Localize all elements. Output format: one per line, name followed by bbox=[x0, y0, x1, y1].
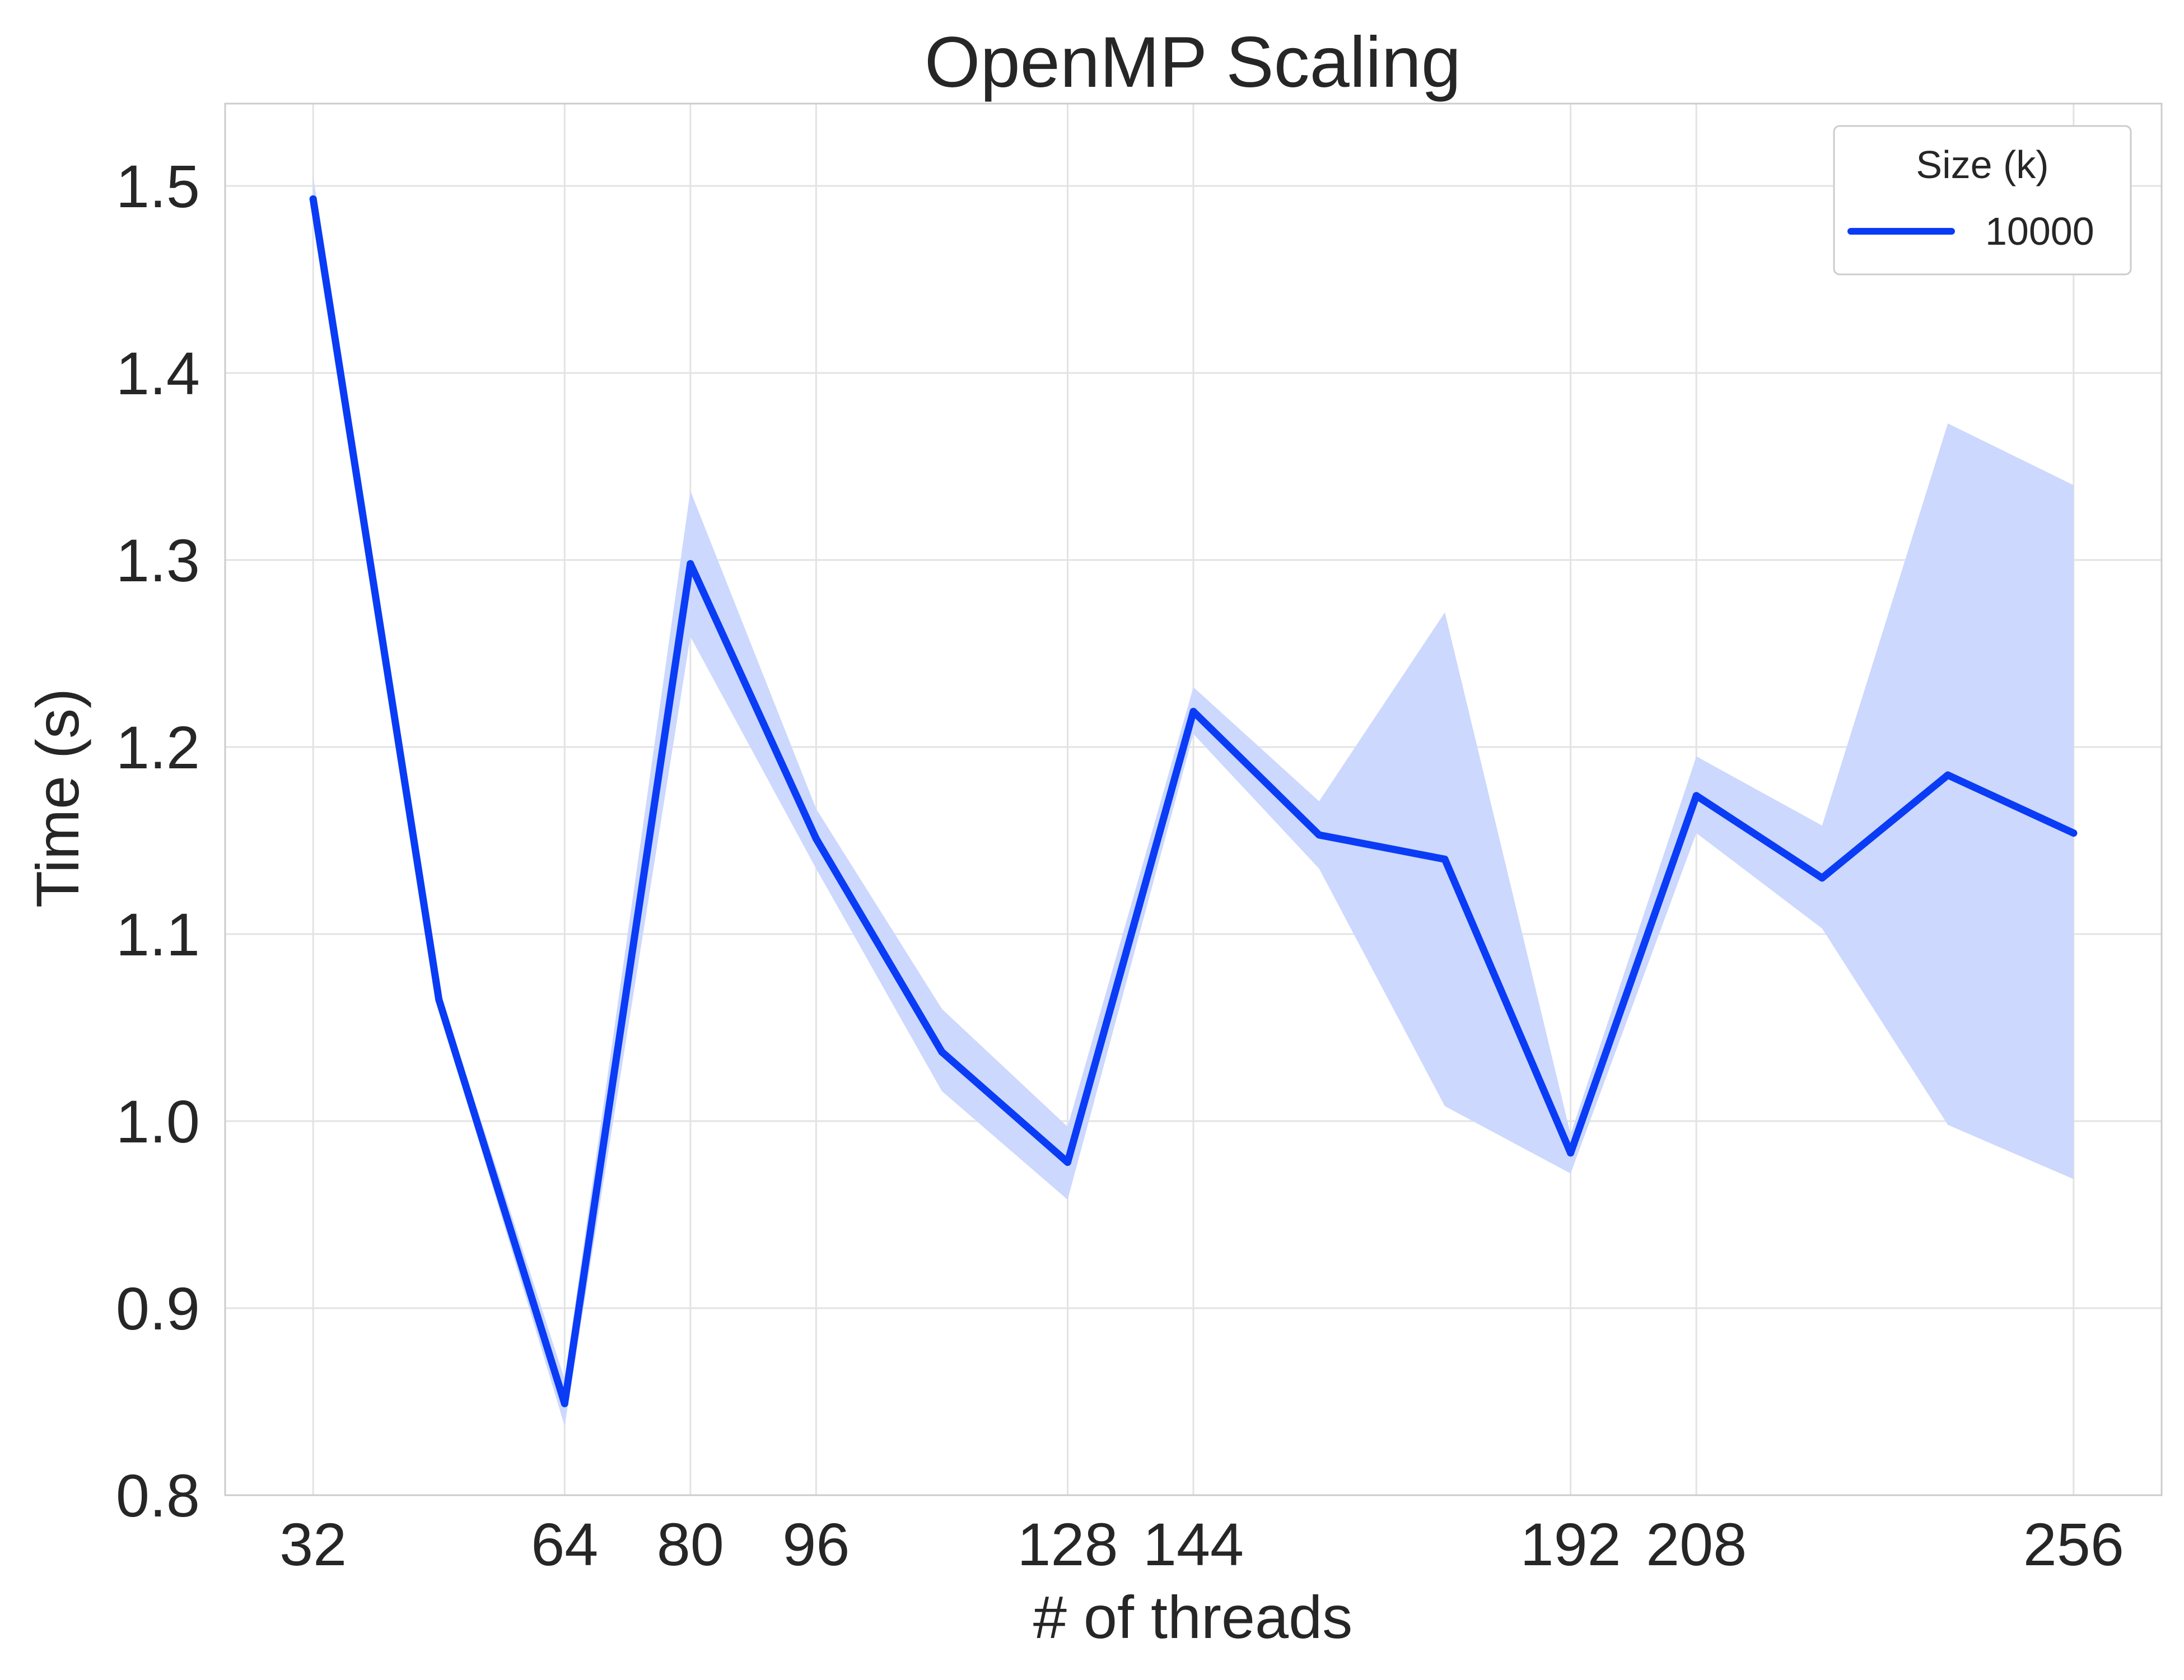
y-axis-label: Time (s) bbox=[24, 688, 91, 908]
data-point bbox=[1189, 708, 1197, 716]
data-point bbox=[309, 195, 317, 203]
x-tick-label: 32 bbox=[279, 1510, 347, 1578]
x-tick-label: 256 bbox=[2023, 1510, 2124, 1578]
y-tick-labels: 0.8 0.9 1.0 1.1 1.2 1.3 1.4 1.5 bbox=[116, 152, 200, 1529]
x-tick-label: 208 bbox=[1646, 1510, 1747, 1578]
x-tick-label: 128 bbox=[1017, 1510, 1118, 1578]
legend: Size (k) 10000 bbox=[1833, 125, 2132, 276]
confidence-band bbox=[313, 176, 2074, 1426]
data-point bbox=[812, 835, 820, 843]
y-tick-label: 1.5 bbox=[116, 152, 200, 220]
data-point bbox=[1315, 831, 1323, 839]
plot-frame bbox=[224, 102, 2163, 1496]
y-tick-label: 1.3 bbox=[116, 526, 200, 594]
chart-title: OpenMP Scaling bbox=[925, 22, 1461, 102]
x-tick-label: 80 bbox=[657, 1510, 724, 1578]
confidence-bands bbox=[313, 176, 2074, 1426]
data-point bbox=[2070, 829, 2078, 837]
y-tick-label: 1.0 bbox=[116, 1088, 200, 1155]
y-tick-label: 1.2 bbox=[116, 713, 200, 781]
series-points bbox=[309, 195, 2078, 1407]
data-point bbox=[1063, 1158, 1071, 1166]
data-point bbox=[1818, 874, 1826, 882]
x-tick-label: 96 bbox=[782, 1510, 850, 1578]
y-tick-label: 1.4 bbox=[116, 339, 200, 407]
data-point bbox=[938, 1048, 946, 1056]
data-point bbox=[1692, 792, 1700, 800]
data-point bbox=[1944, 771, 1952, 779]
legend-entry-label: 10000 bbox=[1985, 209, 2094, 253]
x-tick-label: 192 bbox=[1520, 1510, 1621, 1578]
data-point bbox=[1441, 855, 1449, 863]
y-tick-label: 0.9 bbox=[116, 1275, 200, 1342]
x-tick-label: 144 bbox=[1143, 1510, 1244, 1578]
data-point bbox=[687, 560, 694, 568]
data-point bbox=[561, 1399, 568, 1407]
y-tick-label: 0.8 bbox=[116, 1462, 200, 1529]
legend-title: Size (k) bbox=[1916, 143, 2048, 186]
y-tick-label: 1.1 bbox=[116, 900, 200, 968]
x-tick-labels: 32 64 80 96 128 144 192 208 256 bbox=[279, 1510, 2124, 1578]
legend-box bbox=[1833, 125, 2132, 276]
x-tick-label: 64 bbox=[531, 1510, 598, 1578]
data-point bbox=[435, 996, 443, 1004]
x-axis-label: # of threads bbox=[1033, 1583, 1352, 1651]
data-point bbox=[1567, 1149, 1575, 1157]
